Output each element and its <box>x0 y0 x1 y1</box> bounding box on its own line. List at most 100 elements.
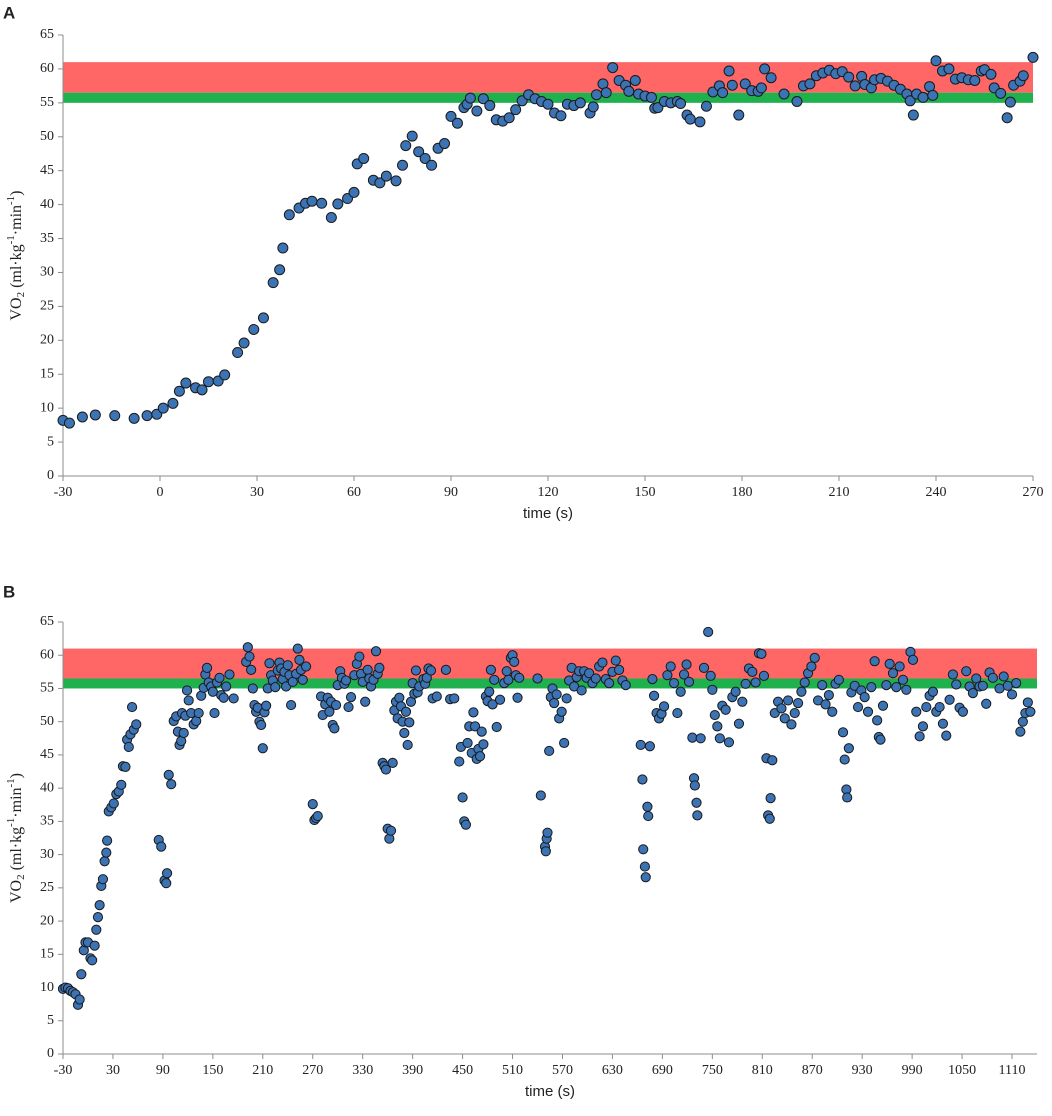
data-point <box>238 337 250 349</box>
x-axis-label: time (s) <box>523 505 573 522</box>
y-tick-label: 65 <box>40 614 54 629</box>
x-tick-label: 30 <box>106 1063 120 1078</box>
data-point <box>707 684 718 695</box>
data-point <box>842 792 853 803</box>
data-point <box>695 733 706 744</box>
data-point <box>644 741 655 752</box>
x-tick-label: 990 <box>902 1063 923 1078</box>
x-tick-label: -30 <box>54 1063 73 1078</box>
y-axis-label-part: 2 <box>15 874 27 880</box>
data-point <box>242 642 253 653</box>
data-point <box>869 656 880 667</box>
data-point <box>911 706 922 717</box>
data-point <box>193 707 204 719</box>
data-point <box>820 699 831 710</box>
data-point <box>555 110 567 122</box>
data-point <box>454 756 465 767</box>
y-tick-label: 50 <box>40 129 54 144</box>
data-point <box>947 669 959 680</box>
y-tick-label: 45 <box>40 163 54 178</box>
x-tick-label: 90 <box>156 1063 170 1078</box>
data-point <box>733 109 745 121</box>
data-point <box>228 693 239 704</box>
data-point <box>544 745 555 757</box>
data-point <box>509 656 520 667</box>
y-tick-label: 10 <box>40 980 54 995</box>
data-point <box>1011 678 1022 689</box>
data-point <box>542 98 554 110</box>
data-point <box>881 680 892 691</box>
data-point <box>76 969 87 980</box>
data-point <box>591 89 602 101</box>
data-point <box>779 713 790 724</box>
data-point <box>703 626 714 638</box>
data-point <box>478 739 489 750</box>
data-point <box>629 74 641 86</box>
data-point <box>370 646 382 657</box>
data-point <box>510 104 522 116</box>
data-point <box>1025 706 1036 717</box>
data-point <box>837 727 849 738</box>
data-point <box>316 197 328 209</box>
data-point <box>943 63 955 75</box>
data-point <box>559 737 570 749</box>
x-tick-label: 60 <box>347 485 361 500</box>
y-tick-label: 5 <box>47 1013 54 1028</box>
y-axis-label: VO2 (ml·kg-1·min-1) <box>5 190 27 320</box>
y-tick-label: 0 <box>47 1046 54 1061</box>
data-point <box>859 692 870 703</box>
data-point <box>196 384 208 396</box>
data-point <box>574 97 586 109</box>
y-tick-label: 55 <box>40 95 54 110</box>
data-point <box>471 105 483 117</box>
data-point <box>839 754 850 765</box>
data-point <box>1002 680 1013 691</box>
data-point <box>385 825 397 836</box>
y-axis-label-part: ·min <box>8 787 25 817</box>
y-tick-label: 20 <box>40 913 54 928</box>
data-point <box>620 680 631 691</box>
data-point <box>87 955 98 966</box>
data-point <box>764 813 775 824</box>
data-point <box>123 741 134 753</box>
data-point <box>92 911 104 923</box>
x-tick-label: 450 <box>452 1063 473 1078</box>
data-point <box>387 757 398 768</box>
data-point <box>692 810 703 821</box>
data-point <box>514 672 525 683</box>
data-point <box>1015 726 1026 737</box>
data-point <box>109 410 121 422</box>
y-tick-label: 15 <box>40 947 54 962</box>
data-point <box>464 92 476 104</box>
data-point <box>637 774 648 785</box>
data-point <box>755 82 767 94</box>
data-point <box>662 670 673 681</box>
data-point <box>877 700 889 711</box>
x-tick-label: 210 <box>829 485 850 500</box>
data-point <box>157 402 169 414</box>
x-tick-label: 390 <box>402 1063 423 1078</box>
data-point <box>1017 70 1029 82</box>
data-point <box>300 661 312 672</box>
data-point <box>739 78 751 90</box>
data-point <box>643 810 654 822</box>
data-point <box>823 690 834 701</box>
data-point <box>374 177 386 189</box>
data-point <box>394 692 405 703</box>
data-point <box>374 662 385 673</box>
y-axis-label-part: (ml·kg <box>8 244 25 292</box>
data-point <box>723 737 735 748</box>
data-point <box>181 685 193 696</box>
data-point <box>94 900 105 911</box>
data-point <box>747 666 758 677</box>
data-point <box>645 91 657 103</box>
data-point <box>635 739 646 751</box>
data-point <box>141 410 153 422</box>
data-point <box>457 792 468 803</box>
data-point <box>283 209 295 221</box>
x-tick-label: 150 <box>635 485 656 500</box>
data-point <box>330 699 342 711</box>
data-point <box>1006 689 1018 700</box>
data-point <box>425 665 437 676</box>
